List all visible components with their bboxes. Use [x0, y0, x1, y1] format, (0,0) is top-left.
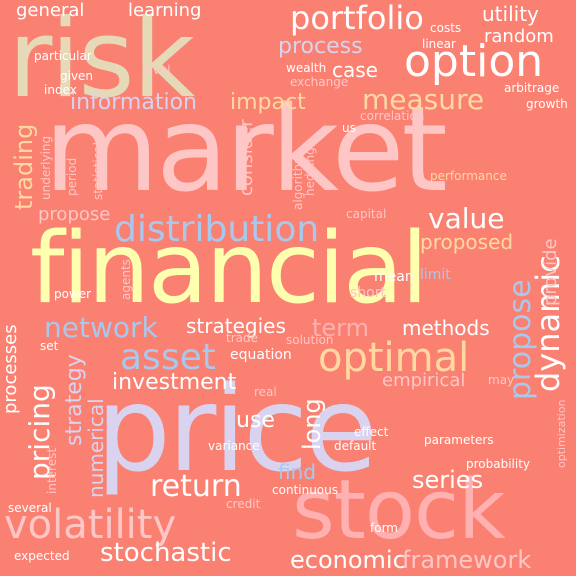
word-information: information	[70, 90, 197, 115]
word-correlation: correlation	[360, 109, 425, 123]
word-mean: mean	[374, 269, 414, 285]
word-random: random	[484, 26, 554, 47]
word-credit: credit	[226, 497, 261, 511]
word-continuous: continuous	[272, 483, 338, 497]
word-us: us	[342, 121, 356, 135]
word-network: network	[44, 311, 158, 344]
word-framework: framework	[402, 546, 532, 574]
word-effect: effect	[354, 425, 389, 439]
word-underlying: underlying	[39, 135, 53, 200]
word-capital: capital	[346, 207, 387, 221]
word-costs: costs	[430, 21, 462, 35]
word-strategies: strategies	[186, 314, 286, 338]
word-expected: expected	[14, 549, 70, 563]
word-arbitrage: arbitrage	[504, 81, 560, 95]
word-statistical: statistical	[91, 142, 105, 200]
word-process: process	[278, 34, 363, 59]
word-find: find	[278, 460, 316, 484]
word-wealth: wealth	[286, 61, 327, 75]
word-set: set	[40, 339, 59, 353]
word-term: term	[312, 314, 369, 342]
word-long: long	[298, 398, 326, 450]
word-optimization: optimization	[555, 399, 568, 468]
word-use: use	[236, 408, 275, 433]
word-particular: particular	[34, 49, 92, 63]
word-exchange: exchange	[290, 75, 349, 89]
word-price: price	[96, 360, 378, 498]
word-real: real	[254, 385, 277, 399]
word-measure: measure	[362, 83, 485, 116]
word-risk: risk	[8, 0, 195, 122]
word-growth: growth	[526, 97, 568, 111]
word-trading: trading	[10, 123, 38, 210]
word-hedging: hedging	[303, 147, 317, 196]
word-economic: economic	[290, 546, 406, 574]
word-solution: solution	[286, 333, 334, 347]
word-distribution: distribution	[114, 209, 320, 250]
word-volatility: volatility	[4, 502, 177, 548]
word-asset: asset	[120, 337, 216, 378]
word-level: level	[142, 63, 171, 77]
word-general: general	[16, 0, 85, 21]
word-power: power	[54, 287, 92, 301]
word-agents: agents	[119, 259, 133, 300]
word-linear: linear	[422, 37, 456, 51]
word-processes: processes	[0, 324, 21, 414]
word-value: value	[428, 202, 505, 235]
word-strategy: strategy	[62, 354, 87, 446]
word-empirical: empirical	[382, 370, 466, 391]
word-given: given	[60, 69, 94, 83]
word-investment: investment	[112, 370, 237, 395]
word-period: period	[65, 157, 79, 196]
word-stochastic: stochastic	[100, 538, 232, 568]
word-proposed: proposed	[420, 230, 514, 254]
word-limit: limit	[420, 267, 451, 283]
word-performance: performance	[430, 169, 507, 183]
word-index: index	[44, 83, 77, 97]
word-impact: impact	[230, 90, 306, 115]
word-learning: learning	[128, 0, 202, 21]
word-provide: provide	[540, 238, 561, 306]
word-financial: financial	[30, 212, 428, 326]
word-equation: equation	[230, 347, 292, 363]
word-interest: interest	[45, 447, 59, 494]
word-utility: utility	[482, 2, 539, 26]
word-variance: variance	[208, 439, 260, 453]
word-return: return	[150, 469, 242, 504]
word-market: market	[44, 80, 448, 218]
word-probability: probability	[466, 457, 531, 471]
word-default: default	[334, 439, 377, 453]
word-several: several	[8, 501, 52, 515]
word-case: case	[332, 58, 378, 82]
word-short: short	[350, 285, 386, 301]
word-consider: consider	[236, 119, 257, 196]
word-series: series	[412, 466, 484, 494]
word-methods: methods	[402, 316, 490, 340]
word-trade: trade	[226, 331, 258, 345]
word-may: may	[488, 373, 515, 387]
word-numerical: numerical	[84, 398, 108, 498]
word-parameters: parameters	[424, 433, 494, 447]
word-optimal: optimal	[318, 335, 470, 381]
word-stock: stock	[292, 463, 506, 558]
word-propose: propose	[38, 204, 111, 225]
word-portfolio: portfolio	[290, 0, 424, 37]
word-option: option	[404, 36, 544, 87]
word-form: form	[370, 521, 398, 535]
